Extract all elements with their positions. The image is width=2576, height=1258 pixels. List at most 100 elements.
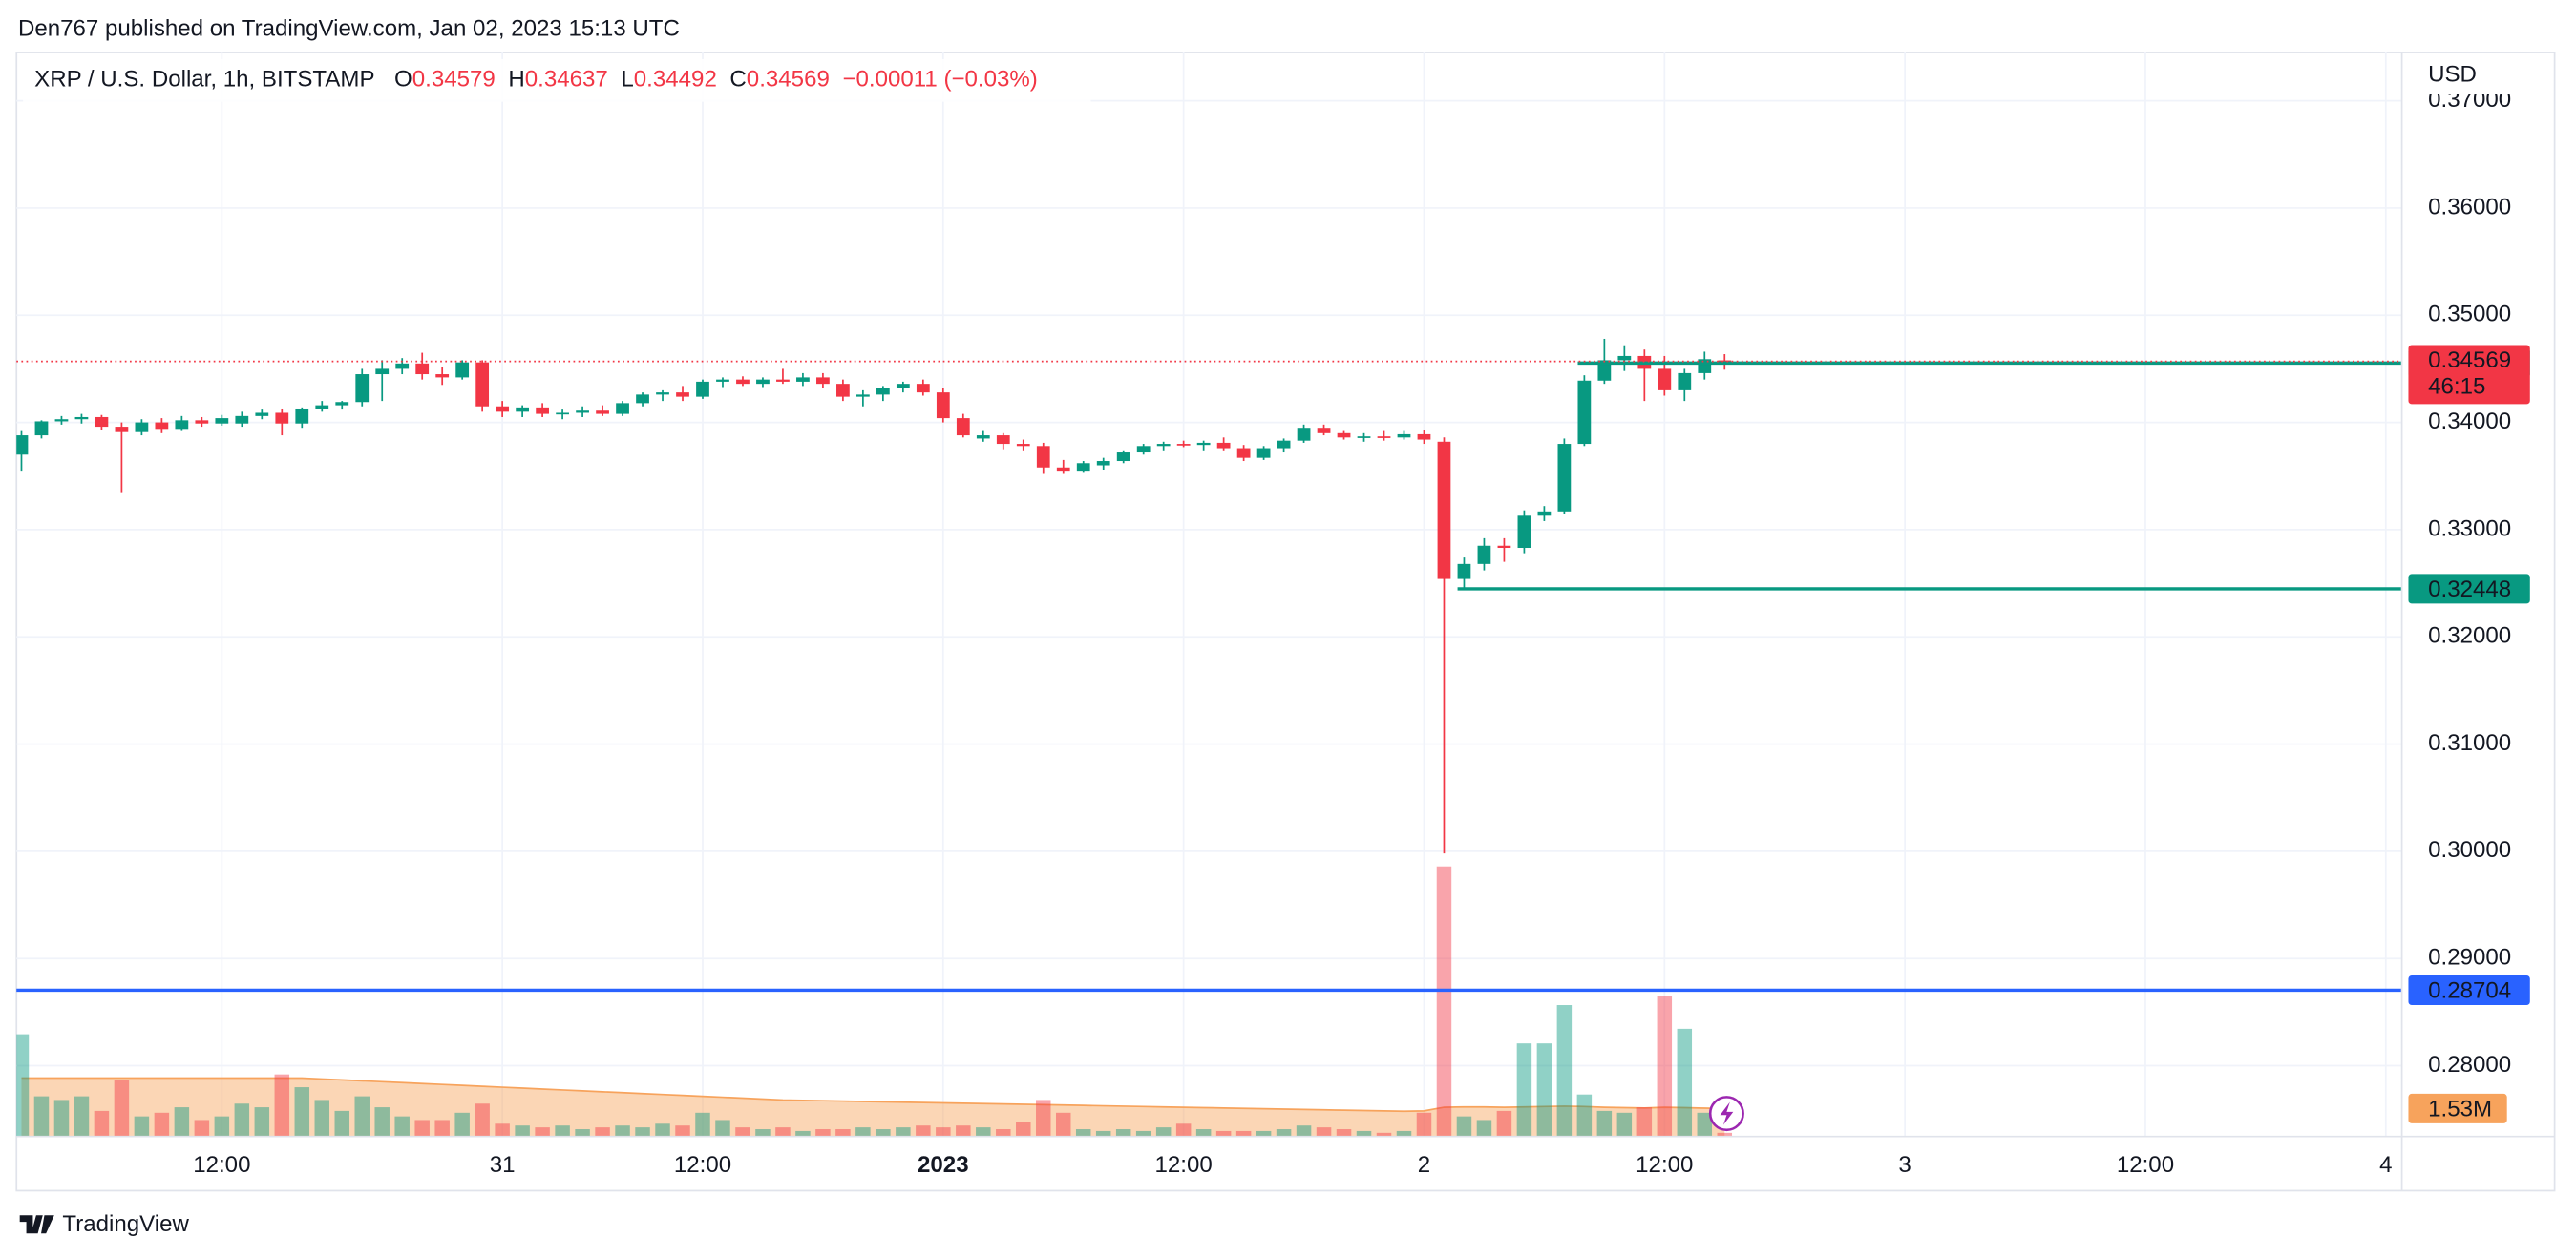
volume-bar xyxy=(515,1125,530,1137)
volume-bar xyxy=(896,1127,911,1137)
volume-bar xyxy=(274,1074,290,1137)
volume-bar xyxy=(134,1116,150,1137)
volume-bar xyxy=(1215,1130,1232,1137)
volume-bar xyxy=(1576,1094,1593,1137)
volume-bar xyxy=(314,1100,330,1137)
volume-bar xyxy=(94,1110,110,1137)
candle-body xyxy=(1096,461,1110,466)
candle-body xyxy=(1557,444,1572,512)
volume-bar xyxy=(1376,1132,1392,1137)
candles xyxy=(16,338,1732,854)
candle-body xyxy=(1377,436,1391,438)
volume-bar xyxy=(775,1127,791,1137)
ohlc-value: 0.34492 xyxy=(634,67,717,93)
volume-bar xyxy=(555,1125,570,1137)
brand-mark xyxy=(19,1215,54,1234)
volume-bar xyxy=(695,1112,710,1137)
last-price-tag xyxy=(2408,345,2530,405)
candle-body xyxy=(195,420,209,424)
x-tick-label: 12:00 xyxy=(1155,1152,1213,1178)
ohlc-value: 0.34579 xyxy=(412,67,496,93)
volume-bar xyxy=(434,1120,450,1137)
candle-body xyxy=(1076,463,1090,472)
candle-body xyxy=(175,420,189,430)
volume-bar xyxy=(1616,1112,1633,1137)
volume-bar xyxy=(1235,1130,1252,1137)
candle-body xyxy=(435,374,450,378)
price-line-label: 0.28704 xyxy=(2428,978,2511,1004)
candle-body xyxy=(556,412,569,415)
volume-bar xyxy=(234,1103,250,1137)
ohlc-label: H xyxy=(508,67,524,93)
volume-bar xyxy=(755,1129,771,1137)
publisher-line: Den767 published on TradingView.com, Jan… xyxy=(18,15,680,41)
brand-logo: TradingView xyxy=(19,1211,190,1237)
last-price-label: 0.34569 xyxy=(2428,347,2511,373)
price-line-tag xyxy=(2408,574,2530,604)
volume-bar xyxy=(334,1110,349,1137)
volume-bar xyxy=(635,1127,650,1137)
price-change: −0.00011 (−0.03%) xyxy=(842,67,1037,93)
volume-bar xyxy=(1697,1112,1713,1137)
price-line-tag xyxy=(2408,975,2530,1005)
volume-bar xyxy=(154,1112,170,1137)
volume-bar xyxy=(1436,866,1452,1137)
volume-bar xyxy=(1717,1132,1733,1137)
volume-bar xyxy=(394,1116,410,1137)
candle-body xyxy=(1196,442,1211,446)
candle-body xyxy=(115,427,129,432)
legend-backdrop xyxy=(23,58,1091,102)
volume-bar xyxy=(855,1127,871,1137)
volume-bar xyxy=(615,1125,630,1137)
volume-bar xyxy=(495,1123,510,1137)
candle-body xyxy=(54,419,69,422)
ohlc-label: C xyxy=(729,67,746,93)
volume-bar xyxy=(16,1034,30,1137)
volume-bar xyxy=(53,1100,70,1137)
volume-bar xyxy=(1256,1130,1272,1137)
volume-bar xyxy=(1296,1125,1312,1137)
candle-body xyxy=(1036,446,1050,468)
candle-body xyxy=(1156,444,1171,447)
volume-bar xyxy=(936,1127,951,1137)
volume-bar xyxy=(1016,1122,1031,1137)
volume-bar xyxy=(1075,1129,1091,1137)
volume-bar xyxy=(1356,1130,1372,1137)
candle-body xyxy=(16,435,29,455)
y-tick-label: 0.29000 xyxy=(2428,945,2511,971)
candle-body xyxy=(1678,372,1692,390)
volume-bar xyxy=(815,1129,831,1137)
candle-body xyxy=(696,381,709,397)
volume-bar xyxy=(1316,1127,1332,1137)
candle-body xyxy=(235,415,249,424)
candle-body xyxy=(956,418,970,436)
candle-body xyxy=(736,379,750,385)
candle-body xyxy=(95,416,109,428)
volume-bar xyxy=(1677,1028,1693,1137)
candle-body xyxy=(1176,444,1191,446)
candle-body xyxy=(816,377,830,385)
ohlc-value: 0.34569 xyxy=(747,67,830,93)
candle-body xyxy=(796,377,810,382)
x-tick-label: 2 xyxy=(1418,1152,1430,1178)
y-tick-label: 0.28000 xyxy=(2428,1052,2511,1078)
candle-body xyxy=(315,405,329,409)
candle-body xyxy=(1517,515,1531,549)
candle-body xyxy=(836,384,850,397)
candle-body xyxy=(1597,360,1612,381)
candle-body xyxy=(1116,452,1130,462)
volume-bar xyxy=(715,1120,730,1137)
candle-body xyxy=(516,407,530,412)
candle-body xyxy=(1216,442,1231,449)
candle-body xyxy=(1056,467,1070,472)
candle-body xyxy=(996,435,1010,445)
candle-body xyxy=(1337,432,1351,438)
candle-body xyxy=(1357,436,1371,438)
candle-body xyxy=(636,394,649,404)
volume-bar xyxy=(876,1129,891,1137)
volume-bar xyxy=(1556,1005,1573,1137)
candle-body xyxy=(375,368,390,375)
volume-icon[interactable] xyxy=(1708,1096,1744,1132)
